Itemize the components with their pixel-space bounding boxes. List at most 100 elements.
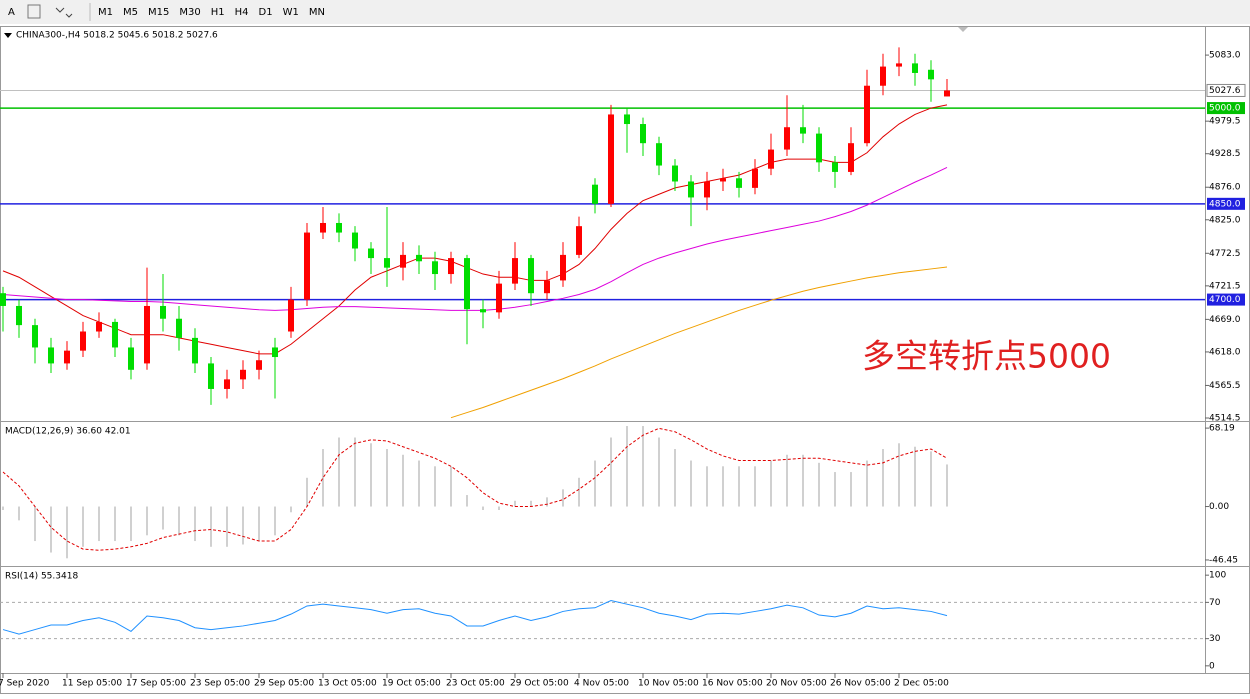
candle-body	[0, 293, 6, 306]
candle-body	[832, 162, 838, 172]
chart-frame	[0, 26, 1250, 694]
candle-body	[496, 283, 502, 313]
candle-body	[576, 226, 582, 255]
timeframe-button[interactable]: MN	[309, 7, 325, 18]
candle-body	[224, 379, 230, 389]
y-tick-label: 4979.5	[1209, 117, 1241, 127]
y-tick-label: 4772.5	[1209, 249, 1241, 259]
candle-body	[608, 114, 614, 204]
timeframe-button[interactable]: M1	[98, 7, 113, 18]
collapse-icon[interactable]	[4, 33, 12, 38]
candle-body	[416, 254, 422, 262]
x-tick-label: 29 Oct 05:00	[510, 679, 569, 689]
candle-body	[272, 347, 278, 358]
candle-body	[432, 261, 438, 275]
pane-header: RSI(14) 55.3418	[5, 572, 78, 582]
candle-body	[192, 337, 198, 364]
candle-body	[528, 258, 534, 294]
x-tick-label: 29 Sep 05:00	[254, 679, 314, 689]
level-box	[1207, 102, 1245, 115]
annotation: 多空转折点5000	[862, 337, 1111, 376]
y-tick-label: -46.45	[1209, 555, 1238, 565]
candle-body	[640, 124, 646, 144]
y-tick-label: 70	[1209, 598, 1221, 608]
candle-body	[400, 254, 406, 268]
timeframe-button[interactable]: H1	[211, 7, 225, 18]
font-button[interactable]: A	[8, 7, 15, 18]
x-tick-label: 13 Oct 05:00	[318, 679, 377, 689]
toolbar: A M1 M5 M15 M30 H1 H4 D1 W1 MN	[8, 3, 325, 21]
candle-body	[480, 309, 486, 313]
candle-body	[592, 184, 598, 204]
x-tick-label: 23 Sep 05:00	[190, 679, 250, 689]
candle-body	[688, 181, 694, 198]
candle-body	[336, 222, 342, 233]
x-tick-label: 20 Nov 05:00	[766, 679, 827, 689]
candle-body	[880, 66, 886, 86]
timeframe-button[interactable]: M30	[179, 7, 200, 18]
y-tick-label: 0	[1209, 661, 1215, 671]
candle-body	[80, 331, 86, 351]
shift-marker	[958, 27, 968, 32]
x-tick-label: 17 Sep 05:00	[126, 679, 186, 689]
candle-body	[896, 63, 902, 67]
x-tick-label: 16 Nov 05:00	[702, 679, 763, 689]
current-price-box	[1206, 83, 1246, 97]
x-tick-label: 26 Nov 05:00	[830, 679, 891, 689]
y-tick-label: 4721.5	[1209, 281, 1241, 291]
candle-body	[768, 149, 774, 169]
timeframe-button[interactable]: W1	[283, 7, 299, 18]
x-tick-label: 10 Nov 05:00	[638, 679, 699, 689]
candle-body	[848, 143, 854, 172]
y-tick-label: 68.19	[1209, 424, 1235, 434]
x-tick-label: 19 Oct 05:00	[382, 679, 441, 689]
candle-body	[704, 181, 710, 198]
candle-body	[160, 305, 166, 319]
candle-body	[656, 143, 662, 166]
candle-body	[176, 318, 182, 338]
candle-body	[672, 165, 678, 182]
level-box	[1207, 197, 1245, 210]
y-tick-label: 4928.5	[1209, 149, 1241, 159]
candle-body	[368, 248, 374, 259]
candle-body	[320, 222, 326, 233]
candle-body	[48, 347, 54, 364]
y-tick-label: 30	[1209, 634, 1221, 644]
candle-body	[560, 254, 566, 281]
candle-body	[784, 127, 790, 150]
candle-body	[352, 232, 358, 249]
y-tick-label: 4565.5	[1209, 381, 1241, 391]
indicator-line	[2, 104, 948, 355]
candle-body	[448, 258, 454, 275]
candle-body	[624, 114, 630, 125]
level-label: 4850.0	[1209, 199, 1241, 209]
timeframe-button[interactable]: M15	[148, 7, 169, 18]
indicator-line	[2, 600, 948, 635]
timeframe-button[interactable]: D1	[259, 7, 273, 18]
timeframe-button[interactable]: H4	[235, 7, 249, 18]
y-tick-label: 100	[1209, 571, 1226, 581]
grid-button[interactable]	[27, 4, 41, 19]
candle-body	[464, 258, 470, 310]
candle-body	[912, 63, 918, 73]
candle-body	[208, 363, 214, 389]
candle-body	[944, 90, 950, 97]
candle-body	[16, 305, 22, 326]
candle-body	[112, 321, 118, 348]
tools-button[interactable]	[55, 7, 73, 18]
candle-body	[288, 299, 294, 332]
candle-body	[256, 360, 262, 370]
candle-body	[240, 369, 246, 380]
candle-body	[928, 69, 934, 80]
x-tick-label: 23 Oct 05:00	[446, 679, 505, 689]
y-tick-label: 4825.0	[1209, 215, 1241, 225]
y-tick-label: 4618.0	[1209, 347, 1241, 357]
candle-body	[800, 127, 806, 134]
timeframe-button[interactable]: M5	[123, 7, 138, 18]
candle-body	[144, 305, 150, 364]
x-tick-label: 4 Nov 05:00	[574, 679, 629, 689]
y-tick-label: 4514.5	[1209, 413, 1241, 423]
indicator-line	[450, 266, 948, 419]
